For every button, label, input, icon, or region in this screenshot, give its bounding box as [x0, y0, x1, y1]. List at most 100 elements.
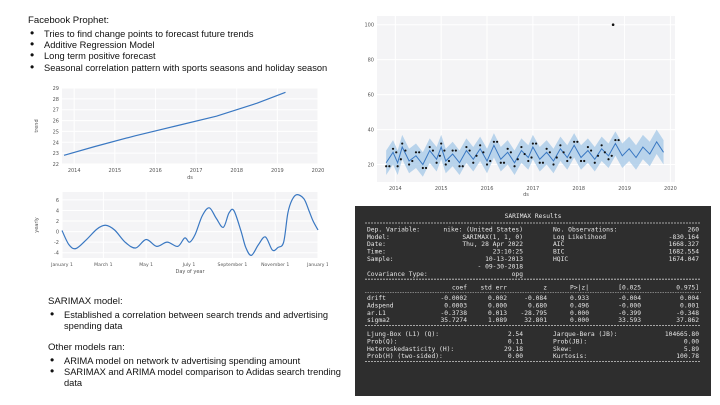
prophet-bullet: Tries to find change points to forecast …	[28, 28, 327, 40]
y-tick-label: 60	[368, 93, 374, 99]
observed-point	[596, 154, 600, 157]
observed-point	[388, 165, 391, 168]
observed-point	[492, 140, 496, 143]
cell: 0.000	[570, 317, 589, 324]
observed-point	[451, 149, 454, 152]
cell: 10-13-2013	[485, 256, 523, 263]
row-label: Adspend	[367, 302, 394, 309]
observed-point	[562, 151, 565, 154]
observed-point	[579, 159, 583, 163]
y-tick-label: 26	[53, 119, 59, 125]
observed-point	[428, 145, 431, 149]
observed-point	[424, 166, 428, 170]
cell: Prob(Q):	[367, 338, 397, 345]
y-axis-label: trend	[34, 119, 40, 132]
column-header: [0.025	[618, 285, 641, 292]
observed-point	[552, 163, 555, 166]
x-tick-label: September 1	[218, 262, 248, 268]
observed-point	[444, 163, 447, 166]
x-tick-label: 2015	[108, 168, 121, 174]
x-tick-label: 2020	[312, 168, 325, 174]
prophet-bullets: Tries to find change points to forecast …	[28, 28, 327, 75]
prophet-bullet: Seasonal correlation pattern with sports…	[28, 62, 327, 74]
x-tick-label: 2015	[435, 186, 448, 192]
observed-point	[603, 151, 606, 154]
cell: 0.000	[570, 310, 589, 317]
observed-point	[523, 152, 526, 156]
observed-point	[559, 144, 562, 147]
y-tick-label: 40	[368, 128, 374, 134]
cell: 0.680	[528, 302, 547, 309]
row-label: sigma2	[367, 317, 390, 324]
observed-point	[600, 144, 603, 147]
cell: 5.89	[684, 346, 699, 353]
y-tick-label: 4	[56, 208, 59, 214]
cell: -28.795	[520, 310, 547, 317]
y-tick-label: 80	[368, 58, 374, 64]
sarimax-note: SARIMAX model: Established a correlation…	[48, 296, 348, 332]
other-models: Other models ran: ARIMA model on network…	[48, 342, 348, 390]
column-header: 0.975]	[676, 285, 699, 292]
yearly-line	[61, 194, 319, 256]
cell: -0.348	[676, 310, 699, 317]
observed-point	[475, 154, 478, 157]
cell: 0.00	[508, 353, 523, 360]
observed-point	[576, 140, 579, 143]
observed-point	[411, 159, 414, 163]
cell: -0.084	[524, 295, 547, 302]
trend-chart: 22 23 24 25 26 27 28 29 2014 2015 2016 2017 2018 2019…	[28, 84, 328, 182]
cell: Heteroskedasticity (H):	[367, 346, 454, 353]
cell: 1682.554	[669, 249, 700, 256]
y-tick-label: 27	[53, 108, 59, 114]
observed-point	[440, 142, 443, 145]
cell: nike: (United States)	[443, 226, 523, 233]
observed-point	[502, 161, 506, 164]
cell: Ljung-Box (L1) (Q):	[367, 331, 439, 338]
sarimax-heading: SARIMAX model:	[48, 296, 123, 307]
y-tick-label: 24	[53, 140, 59, 146]
plot-area	[62, 88, 318, 164]
cell: Sample:	[367, 256, 394, 263]
cell: 29.18	[504, 346, 523, 353]
cell: Kurtosis:	[553, 353, 587, 360]
cell: 1668.327	[669, 241, 700, 248]
sarimax-results-table: SARIMAX Results Dep. Variable: nike: (Unit…	[365, 213, 701, 363]
observed-point	[385, 165, 388, 168]
observed-point	[569, 156, 572, 159]
cell: 0.00	[684, 338, 699, 345]
x-tick-label: January 1	[306, 262, 328, 268]
outlier-point	[611, 23, 615, 27]
cell: Skew:	[553, 346, 572, 353]
cell: 33.593	[618, 317, 641, 324]
observed-point	[395, 151, 398, 154]
plot-area	[62, 192, 318, 258]
cell: 1674.047	[669, 256, 700, 263]
cell: 0.001	[680, 302, 699, 309]
cell: Prob(JB):	[553, 338, 587, 345]
x-tick-label: 2019	[271, 168, 284, 174]
observed-point	[586, 145, 589, 149]
other-models-bullets: ARIMA model on network tv advertising sp…	[48, 355, 348, 390]
observed-point	[431, 149, 435, 152]
forecast-line	[385, 140, 664, 166]
y-tick-label: 0	[56, 230, 59, 236]
cell: -0.0002	[440, 295, 467, 302]
y-tick-label: -2	[54, 240, 59, 246]
forecast-chart: 20 40 60 80 100 2014 2015 2016 2017 2018 2019 2020 d…	[355, 12, 705, 198]
x-tick-label: 2016	[149, 168, 162, 174]
observed-point	[531, 142, 534, 145]
x-tick-label: November 1	[261, 262, 289, 268]
cell: Time:	[367, 249, 386, 256]
cell: SARIMAX(1, 1, 0)	[462, 234, 523, 241]
x-tick-label: 2018	[572, 186, 585, 192]
observed-point	[401, 142, 404, 145]
cell: 104665.80	[665, 331, 699, 338]
cell: Jarque-Bera (JB):	[553, 331, 617, 338]
observed-point	[391, 147, 395, 150]
sarimax-results-panel: SARIMAX Results Dep. Variable: nike: (Unit…	[355, 206, 711, 396]
x-tick-label: July 1	[182, 262, 196, 268]
x-tick-label: 2018	[230, 168, 243, 174]
y-tick-label: 2	[56, 219, 59, 225]
observed-point	[513, 165, 516, 168]
observed-point	[527, 159, 530, 163]
